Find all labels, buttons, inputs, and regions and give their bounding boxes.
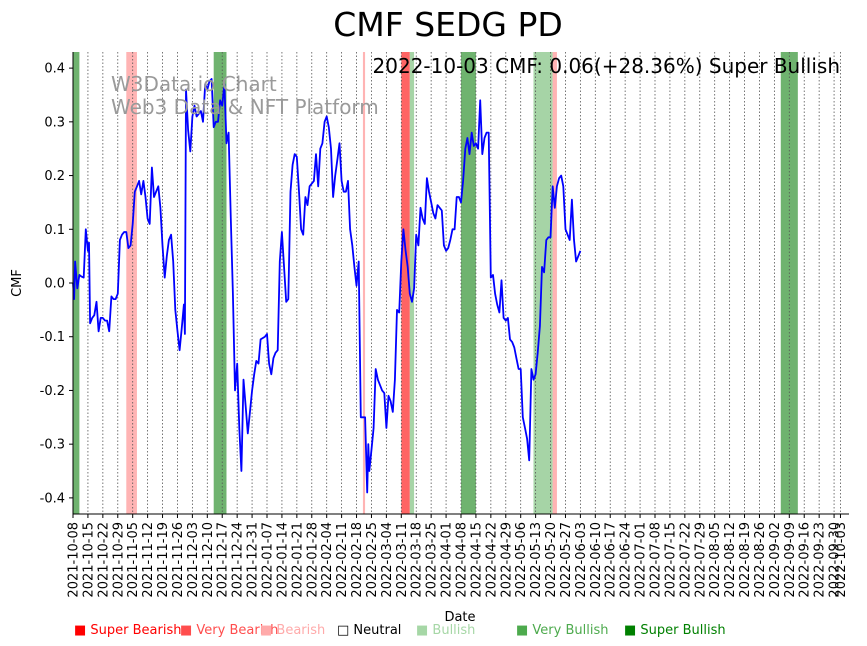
x-tick-label: 2022-03-11 xyxy=(395,522,410,598)
x-tick-label: 2022-02-18 xyxy=(350,522,365,598)
signal-band-bearish xyxy=(552,52,557,514)
x-tick-label: 2022-04-29 xyxy=(499,522,514,598)
x-tick-label: 2022-09-23 xyxy=(813,522,828,598)
x-tick-label: 2021-12-03 xyxy=(186,522,201,598)
signal-band-very-bullish xyxy=(461,52,476,514)
y-tick-label: -0.3 xyxy=(40,438,65,453)
x-tick-label: 2022-07-01 xyxy=(634,522,649,598)
watermark-line-1: W3Data.io Chart xyxy=(111,72,277,96)
x-tick-label: 2022-09-02 xyxy=(768,522,783,598)
x-tick-label: 2021-12-10 xyxy=(201,522,216,598)
x-tick-label: 2022-08-05 xyxy=(708,522,723,598)
x-tick-label: 2022-04-15 xyxy=(469,522,484,598)
x-tick-label: 2022-08-26 xyxy=(753,522,768,598)
legend-item: ■ Very Bullish xyxy=(516,623,608,638)
x-tick-label: 2022-04-01 xyxy=(440,522,455,598)
x-tick-label: 2022-01-14 xyxy=(275,522,290,598)
x-tick-label: 2022-04-22 xyxy=(484,522,499,598)
x-tick-label: 2022-06-10 xyxy=(589,522,604,598)
x-tick-label: 2022-02-04 xyxy=(320,522,335,598)
x-tick-label: 2022-03-25 xyxy=(425,522,440,598)
y-tick-label: 0.0 xyxy=(44,277,65,292)
signal-band-bearish xyxy=(362,52,366,514)
x-tick-label: 2022-01-28 xyxy=(305,522,320,598)
x-tick-label: 2021-11-26 xyxy=(171,522,186,598)
x-tick-label: 2022-08-12 xyxy=(723,522,738,598)
chart-title: CMF SEDG PD xyxy=(333,5,563,44)
y-tick-label: 0.3 xyxy=(44,115,65,130)
legend-item: ■ Super Bearish xyxy=(74,623,182,638)
x-tick-label: 2022-08-19 xyxy=(738,522,753,598)
x-tick-label: 2021-12-17 xyxy=(216,522,231,598)
x-tick-label: 2022-07-15 xyxy=(663,522,678,598)
x-tick-label: 2021-11-19 xyxy=(156,522,171,598)
x-tick-label: 2022-01-07 xyxy=(261,522,276,598)
y-tick-label: -0.2 xyxy=(40,384,65,399)
x-tick-label: 2022-01-21 xyxy=(290,522,305,598)
latest-value-annotation: 2022-10-03 CMF: 0.06(+28.36%) Super Bull… xyxy=(373,54,840,78)
signal-bands xyxy=(73,52,798,514)
y-tick-label: 0.1 xyxy=(44,223,65,238)
x-tick-label: 2022-03-04 xyxy=(380,522,395,598)
x-tick-label: 2021-12-24 xyxy=(231,522,246,598)
y-tick-label: -0.1 xyxy=(40,330,65,345)
x-tick-label: 2022-06-24 xyxy=(619,522,634,598)
y-axis-label: CMF xyxy=(10,269,25,297)
x-tick-label: 2021-10-08 xyxy=(67,522,82,598)
x-tick-label: 2022-04-08 xyxy=(455,522,470,598)
x-tick-label: 2022-05-06 xyxy=(514,522,529,598)
watermark-line-2: Web3 Data & NFT Platform xyxy=(111,95,379,119)
signal-legend: ■ Super Bearish■ Very Bearish■ Bearish □ … xyxy=(74,623,726,638)
y-axis-ticks: 0.4 0.3 0.2 0.1 0.0 -0.1 -0.2 -0.3 -0.4 xyxy=(40,62,73,506)
x-axis-label: Date xyxy=(444,610,475,625)
signal-band-bullish xyxy=(533,52,553,514)
legend-item: ■ Bullish xyxy=(416,623,475,638)
x-tick-label: 2022-09-16 xyxy=(798,522,813,598)
x-tick-label: 2022-05-13 xyxy=(529,522,544,598)
x-tick-label: 2021-11-12 xyxy=(141,522,156,598)
x-tick-label: 2022-10-03 xyxy=(834,522,849,598)
x-tick-label: 2022-05-27 xyxy=(559,522,574,598)
x-tick-label: 2022-09-09 xyxy=(783,522,798,598)
y-tick-label: 0.2 xyxy=(44,169,65,184)
x-tick-label: 2022-06-03 xyxy=(574,522,589,598)
signal-band-very-bullish xyxy=(213,52,227,514)
signal-band-bullish xyxy=(409,52,415,514)
x-tick-label: 2021-12-31 xyxy=(246,522,261,598)
x-tick-label: 2022-07-29 xyxy=(693,522,708,598)
x-tick-label: 2022-02-11 xyxy=(335,522,350,598)
x-tick-label: 2022-02-25 xyxy=(365,522,380,598)
series-layer xyxy=(72,78,582,494)
signal-band-very-bearish xyxy=(401,52,410,514)
signal-band-bearish xyxy=(126,52,137,514)
x-tick-label: 2021-10-15 xyxy=(81,522,96,598)
x-tick-label: 2022-05-20 xyxy=(544,522,559,598)
x-tick-label: 2022-07-22 xyxy=(678,522,693,598)
legend-item: ■ Very Bearish xyxy=(180,623,278,638)
x-tick-label: 2021-10-22 xyxy=(96,522,111,598)
x-tick-label: 2022-07-08 xyxy=(649,522,664,598)
x-tick-label: 2022-03-18 xyxy=(410,522,425,598)
x-tick-label: 2021-11-05 xyxy=(126,522,141,598)
x-axis-ticks: 2021-10-08 2021-10-15 2021-10-22 2021-10-29… xyxy=(67,514,849,598)
y-tick-label: 0.4 xyxy=(44,62,65,77)
x-tick-label: 2021-10-29 xyxy=(111,522,126,598)
legend-item: □ Neutral xyxy=(337,623,401,638)
series-line-cmf xyxy=(72,78,582,494)
legend-item: ■ Bearish xyxy=(260,623,325,638)
x-tick-label: 2022-06-17 xyxy=(604,522,619,598)
legend-item: ■ Super Bullish xyxy=(624,623,726,638)
x-tick-label: 2022-09-30 xyxy=(828,522,843,598)
y-tick-label: -0.4 xyxy=(40,491,65,506)
